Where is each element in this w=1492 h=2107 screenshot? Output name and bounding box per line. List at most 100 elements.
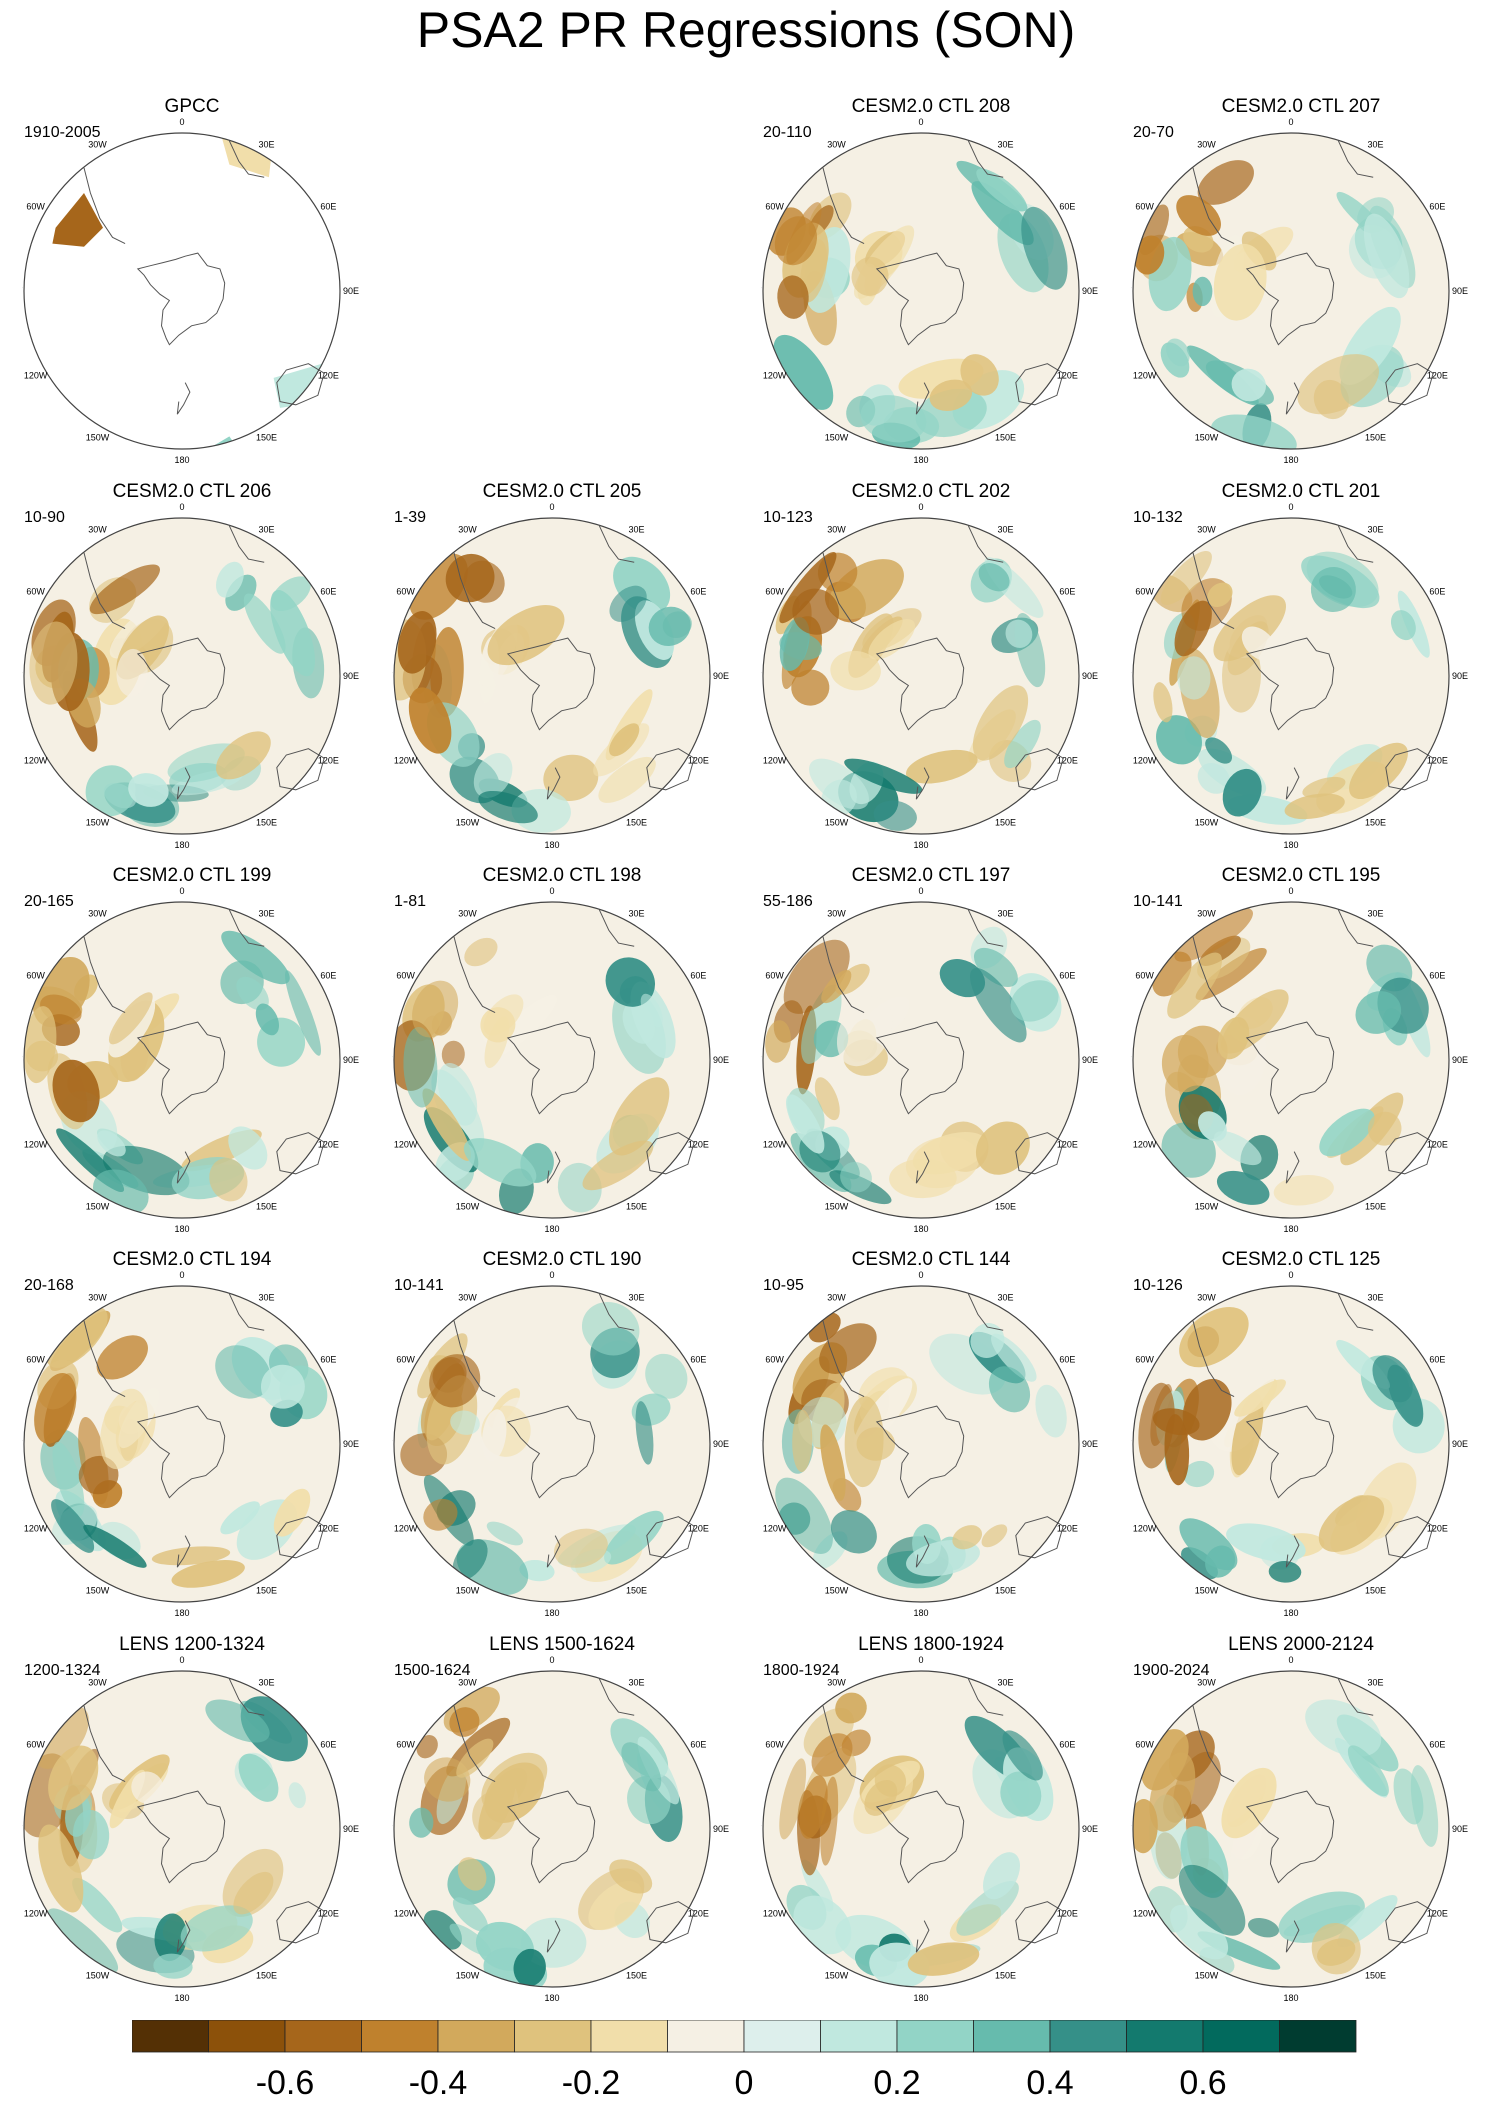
coastlines	[822, 1678, 1064, 1953]
panel-title: LENS 1500-1624	[489, 1634, 635, 1655]
map-border	[393, 1285, 711, 1603]
field-anomaly-patch	[1207, 582, 1233, 608]
longitude-label: 60W	[1135, 1355, 1154, 1365]
antarctica-coastline	[506, 1021, 596, 1115]
polar-map: 0 30E 60E 90E 120E 150E 180 150W 120W 90W 60W 30W	[392, 886, 729, 1232]
longitude-label: 90E	[1082, 671, 1098, 681]
map-panel: CESM2.0 CTL 202 0 30E 60E 90E 120E 150E 180 150W…	[761, 480, 1101, 848]
longitude-label: 150E	[256, 1201, 277, 1211]
longitude-label: 30W	[827, 525, 846, 535]
field-anomaly-patch	[233, 1871, 274, 1915]
field-anomaly-patch	[1221, 1767, 1277, 1839]
longitude-label: 150E	[256, 817, 277, 827]
field-anomaly-patch	[1153, 682, 1173, 723]
field-anomaly-patch	[85, 765, 136, 817]
field-anomaly-patch	[487, 605, 565, 666]
longitude-label: 150E	[1365, 1970, 1386, 1980]
field-anomaly-patch	[1273, 1174, 1334, 1206]
field-anomaly-patch	[409, 1807, 434, 1838]
australia-coastline	[1385, 748, 1434, 791]
longitude-label: 30E	[258, 1293, 274, 1303]
field-anomaly-patch	[1170, 1904, 1229, 1960]
panel-year-range: 10-90	[24, 509, 65, 526]
panel-title: CESM2.0 CTL 144	[851, 1249, 1011, 1270]
map-border	[1132, 517, 1450, 835]
field-anomaly-patch	[1222, 768, 1262, 817]
field-layer	[1133, 1671, 1449, 1987]
longitude-label: 60E	[1429, 1740, 1445, 1750]
longitude-label: 60E	[690, 971, 706, 981]
longitude-label: 150E	[995, 1585, 1016, 1595]
field-anomaly-patch	[228, 1126, 268, 1170]
field-anomaly-patch	[480, 1007, 516, 1043]
longitude-label: 90W	[1131, 1439, 1132, 1449]
longitude-label: 150E	[626, 1970, 647, 1980]
field-anomaly-patch	[452, 1897, 488, 1932]
field-anomaly-patch	[864, 1779, 898, 1816]
map-ocean-background	[24, 133, 340, 449]
field-anomaly-patch	[1035, 1384, 1067, 1438]
australia-coastline	[1015, 748, 1064, 791]
field-anomaly-patch	[1363, 213, 1410, 299]
field-anomaly-patch	[973, 947, 1018, 987]
field-anomaly-patch	[255, 1003, 280, 1036]
longitude-label: 180	[174, 840, 189, 848]
antarctica-coastline	[875, 1405, 965, 1499]
longitude-label: 30E	[1367, 525, 1383, 535]
polar-map: 0 30E 60E 90E 120E 150E 180 150W 120W 90W 60W 30W	[761, 1270, 1098, 1616]
longitude-label: 90W	[22, 671, 23, 681]
field-anomaly-patch	[1284, 793, 1345, 820]
longitude-label: 60E	[1059, 1740, 1075, 1750]
field-anomaly-patch	[513, 1948, 546, 1987]
map-border	[23, 517, 341, 835]
field-anomaly-patch	[1183, 1460, 1215, 1488]
antarctica-coastline	[1245, 1790, 1335, 1884]
longitude-label: 120W	[24, 756, 48, 766]
field-layer	[763, 1671, 1079, 1987]
field-anomaly-patch	[484, 1762, 545, 1823]
field-anomaly-patch	[46, 1306, 108, 1368]
new-zealand-coastline	[546, 1535, 561, 1568]
field-anomaly-patch	[1355, 991, 1402, 1034]
panel-title: CESM2.0 CTL 207	[1221, 96, 1381, 117]
field-anomaly-patch	[38, 1824, 84, 1913]
field-anomaly-patch	[582, 1140, 654, 1191]
field-anomaly-patch	[640, 993, 663, 1028]
polar-map: 0 30E 60E 90E 120E 150E 180 150W 120W 90W 60W 30W	[22, 117, 359, 463]
map-panel: CESM2.0 CTL 205 0 30E 60E 90E 120E 150E 180 150W…	[392, 480, 732, 848]
longitude-label: 180	[1283, 1608, 1298, 1616]
africa-coastline	[1337, 140, 1374, 178]
field-layer	[24, 902, 340, 1218]
field-anomaly-patch	[273, 1488, 311, 1537]
field-anomaly-patch	[799, 1775, 828, 1839]
longitude-label: 30E	[1367, 1678, 1383, 1688]
antarctica-coastline	[875, 1021, 965, 1115]
longitude-label: 150E	[1365, 1201, 1386, 1211]
field-anomaly-patch	[1005, 619, 1033, 648]
field-anomaly-patch	[416, 1735, 438, 1759]
coastlines	[453, 525, 695, 800]
coastlines	[453, 909, 695, 1184]
panel-year-range: 1200-1324	[24, 1662, 101, 1679]
coastlines	[822, 525, 1064, 800]
polar-map: 0 30E 60E 90E 120E 150E 180 150W 120W 90W 60W 30W	[22, 1655, 359, 2001]
new-zealand-coastline	[546, 767, 561, 800]
longitude-label: 150W	[825, 432, 849, 442]
longitude-label: 30E	[258, 525, 274, 535]
panel-title: CESM2.0 CTL 197	[851, 865, 1011, 886]
coastlines	[83, 909, 325, 1184]
longitude-label: 180	[913, 1993, 928, 2001]
field-anomaly-patch	[835, 1692, 867, 1724]
longitude-label: 60E	[320, 202, 336, 212]
longitude-label: 60W	[765, 202, 784, 212]
field-anomaly-patch	[1176, 195, 1221, 236]
longitude-label: 90W	[392, 1824, 393, 1834]
field-anomaly-patch	[819, 1323, 877, 1374]
longitude-label: 60E	[690, 587, 706, 597]
field-anomaly-patch	[1241, 231, 1277, 271]
longitude-label: 180	[174, 1608, 189, 1616]
panel-year-range: 1910-2005	[24, 124, 101, 141]
antarctica-coastline	[1245, 252, 1335, 346]
field-anomaly-patch	[116, 648, 148, 697]
longitude-label: 30E	[1367, 1293, 1383, 1303]
